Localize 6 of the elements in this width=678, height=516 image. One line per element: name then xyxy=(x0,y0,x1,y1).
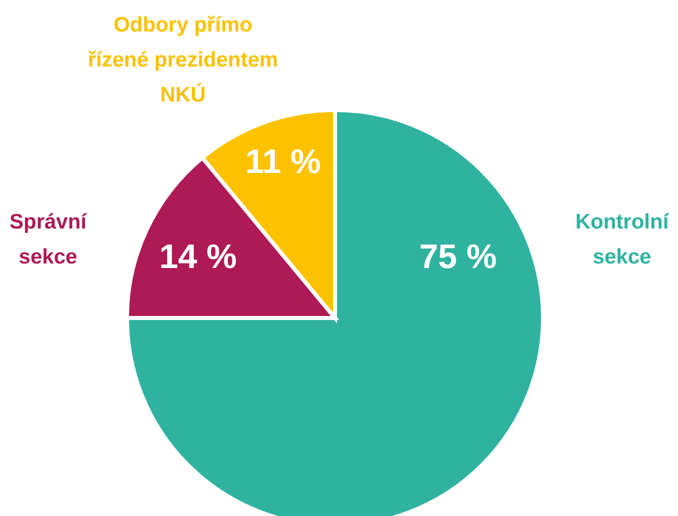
slice-label: Odbory přímo řízené prezidentem NKÚ xyxy=(88,14,278,106)
data-label: 75 % xyxy=(419,238,497,276)
slice-label: Kontrolní sekce xyxy=(575,210,670,268)
data-label: 14 % xyxy=(159,238,237,276)
data-label: 11 % xyxy=(245,143,321,181)
slice-label: Správní sekce xyxy=(9,210,88,268)
